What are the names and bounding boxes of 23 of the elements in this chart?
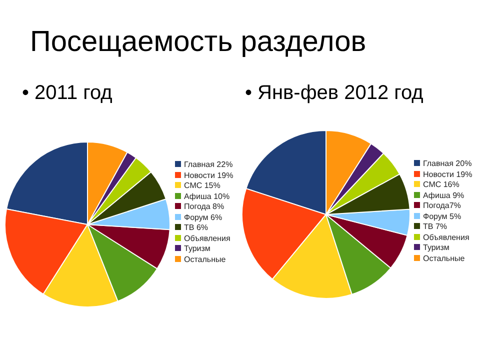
legend-label: Главная 20% bbox=[423, 159, 472, 168]
legend-label: Афиша 9% bbox=[423, 190, 464, 200]
legend-label: Форум 5% bbox=[423, 212, 462, 220]
legend-label: Туризм bbox=[423, 243, 450, 252]
legend-label: Остальные bbox=[423, 254, 465, 262]
legend-label: ТВ 6% bbox=[184, 223, 208, 232]
chart-subtitle: • 2011 год bbox=[22, 82, 112, 105]
legend-label: СМС 15% bbox=[184, 181, 220, 190]
legend-label: Новости 19% bbox=[423, 170, 472, 178]
legend-label: Остальные bbox=[184, 254, 226, 264]
legend-label: Объявления bbox=[184, 234, 230, 242]
legend-label: Погода 8% bbox=[184, 202, 224, 211]
legend-label: Погода7% bbox=[423, 201, 461, 210]
legend-label: Объявления bbox=[423, 232, 470, 242]
legend-label: СМС 16% bbox=[423, 180, 460, 189]
chart-subtitle: • Янв-фев 2012 год bbox=[245, 82, 424, 105]
legend-label: ТВ 7% bbox=[423, 222, 448, 231]
legend-label: Форум 6% bbox=[184, 212, 222, 222]
legend-label: Афиша 10% bbox=[184, 192, 230, 200]
legend-label: Новости 19% bbox=[184, 170, 234, 180]
legend-label: Туризм bbox=[184, 244, 210, 253]
chart-title: Посещаемость разделов bbox=[30, 26, 366, 59]
legend-label: Главная 22% bbox=[184, 160, 233, 169]
